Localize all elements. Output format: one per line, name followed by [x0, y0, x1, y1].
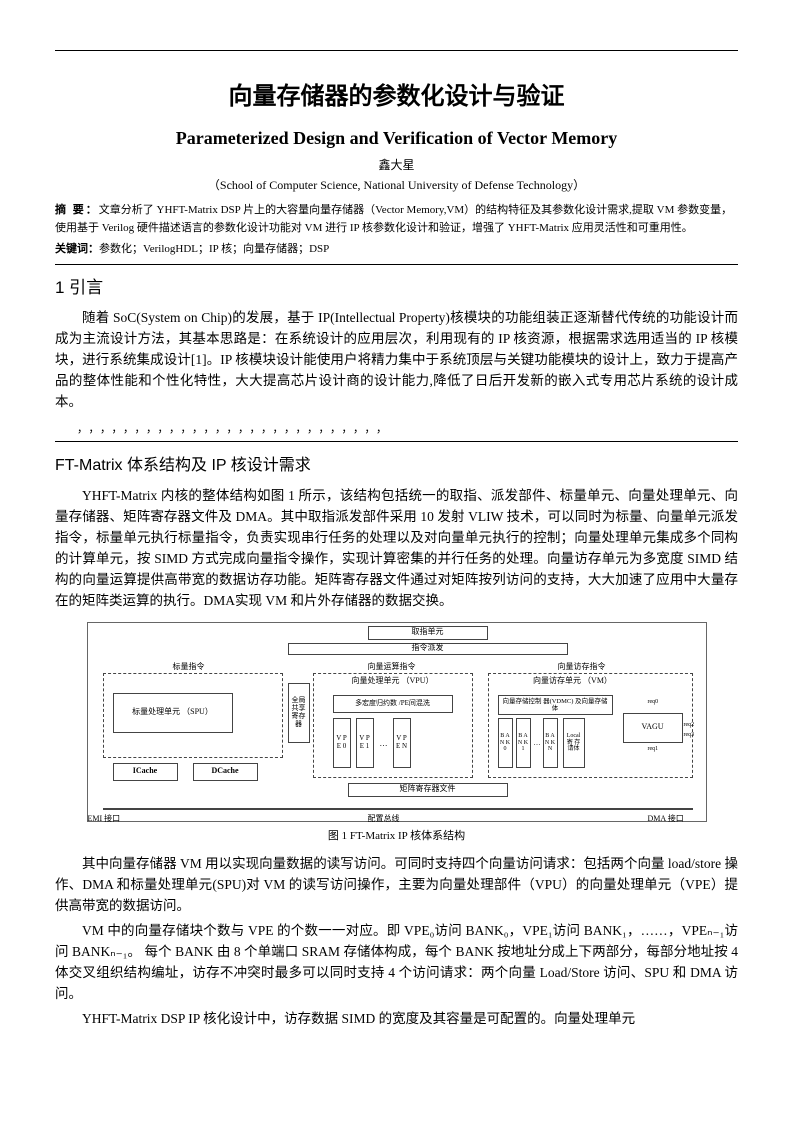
keywords-label: 关键词：	[55, 243, 99, 255]
dispatch-box: 指令派发	[288, 643, 568, 655]
matrix-reg-box: 矩阵寄存器文件	[348, 783, 508, 797]
abstract: 摘 要：文章分析了 YHFT-Matrix DSP 片上的大容量向量存储器（Ve…	[55, 202, 738, 237]
vpeN-box: V P E N	[393, 718, 411, 768]
vagu-box: VAGU	[623, 713, 683, 743]
vpu-label: 向量处理单元 （VPU）	[348, 675, 438, 687]
vpe1-box: V P E 1	[356, 718, 374, 768]
top-rule	[55, 50, 738, 51]
section-1-title: 1 引言	[55, 275, 738, 301]
bank0-box: B A N K 0	[498, 718, 513, 768]
req2-label: req2	[684, 721, 695, 730]
author: 鑫大星	[55, 156, 738, 174]
global-reg-box: 全局 共享 寄存 器	[288, 683, 310, 743]
section-2-para-2: 其中向量存储器 VM 用以实现向量数据的读写访问。可同时支持四个向量访问请求：包…	[55, 854, 738, 917]
fetch-unit-box: 取指单元	[368, 626, 488, 640]
bank1-box: B A N K 1	[516, 718, 531, 768]
vec-mem-inst-label: 向量访存指令	[558, 661, 606, 673]
config-bus-line	[103, 808, 693, 810]
section-2-title: FT-Matrix 体系结构及 IP 核设计需求	[55, 454, 738, 478]
section-2-para-4: YHFT-Matrix DSP IP 核化设计中，访存数据 SIMD 的宽度及其…	[55, 1009, 738, 1030]
section-2-para-1: YHFT-Matrix 内核的整体结构如图 1 所示，该结构包括统一的取指、派发…	[55, 486, 738, 612]
vm-label: 向量访存单元 （VM）	[528, 675, 618, 687]
vpe0-box: V P E 0	[333, 718, 351, 768]
icache-box: ICache	[113, 763, 178, 781]
vpe-ellipsis: …	[380, 738, 388, 750]
bank-ellipsis: …	[534, 738, 541, 749]
emi-label: EMI 接口	[88, 813, 121, 825]
spu-box: 标量处理单元 （SPU）	[113, 693, 233, 733]
scalar-inst-label: 标量指令	[173, 661, 205, 673]
vdmc-box: 向量存储控制 器(VDMC) 及向量存储体	[498, 695, 613, 715]
vec-op-inst-label: 向量运算指令	[368, 661, 416, 673]
figure-1: 取指单元 指令派发 标量指令 向量运算指令 向量访存指令 标量处理单元 （SPU…	[87, 622, 707, 845]
affiliation: （School of Computer Science, National Un…	[55, 176, 738, 194]
req3-label: req3	[684, 731, 695, 740]
dma-label: DMA 接口	[648, 813, 684, 825]
req0-label: req0	[648, 698, 659, 707]
divider	[55, 264, 738, 265]
section-1-para-1: 随着 SoC(System on Chip)的发展，基于 IP(Intellec…	[55, 308, 738, 413]
title-chinese: 向量存储器的参数化设计与验证	[55, 79, 738, 115]
config-bus-label: 配置总线	[368, 813, 400, 825]
abstract-text: 文章分析了 YHFT-Matrix DSP 片上的大容量向量存储器（Vector…	[55, 204, 732, 234]
keywords: 关键词：参数化；VerilogHDL；IP 核；向量存储器；DSP	[55, 241, 738, 258]
abstract-label: 摘 要：	[55, 204, 99, 216]
divider-2	[55, 441, 738, 442]
figure-1-caption: 图 1 FT-Matrix IP 核体系结构	[87, 828, 707, 845]
figure-1-diagram: 取指单元 指令派发 标量指令 向量运算指令 向量访存指令 标量处理单元 （SPU…	[87, 622, 707, 822]
bankN-box: B A N K N	[543, 718, 558, 768]
title-english: Parameterized Design and Verification of…	[55, 125, 738, 152]
dcache-box: DCache	[193, 763, 258, 781]
mac-box: 多宏度归约数 /PE间混洗	[333, 695, 453, 713]
section-2-para-3: VM 中的向量存储块个数与 VPE 的个数一一对应。即 VPE₀访问 BANK₀…	[55, 921, 738, 1005]
req1-label: req1	[648, 745, 659, 754]
ellipsis-dots: ，，，，，，，，，，，，，，，，，，，，，，，，，，，	[55, 421, 738, 438]
local-box: Local 寄 存 请体	[563, 718, 585, 768]
keywords-text: 参数化；VerilogHDL；IP 核；向量存储器；DSP	[99, 243, 329, 255]
